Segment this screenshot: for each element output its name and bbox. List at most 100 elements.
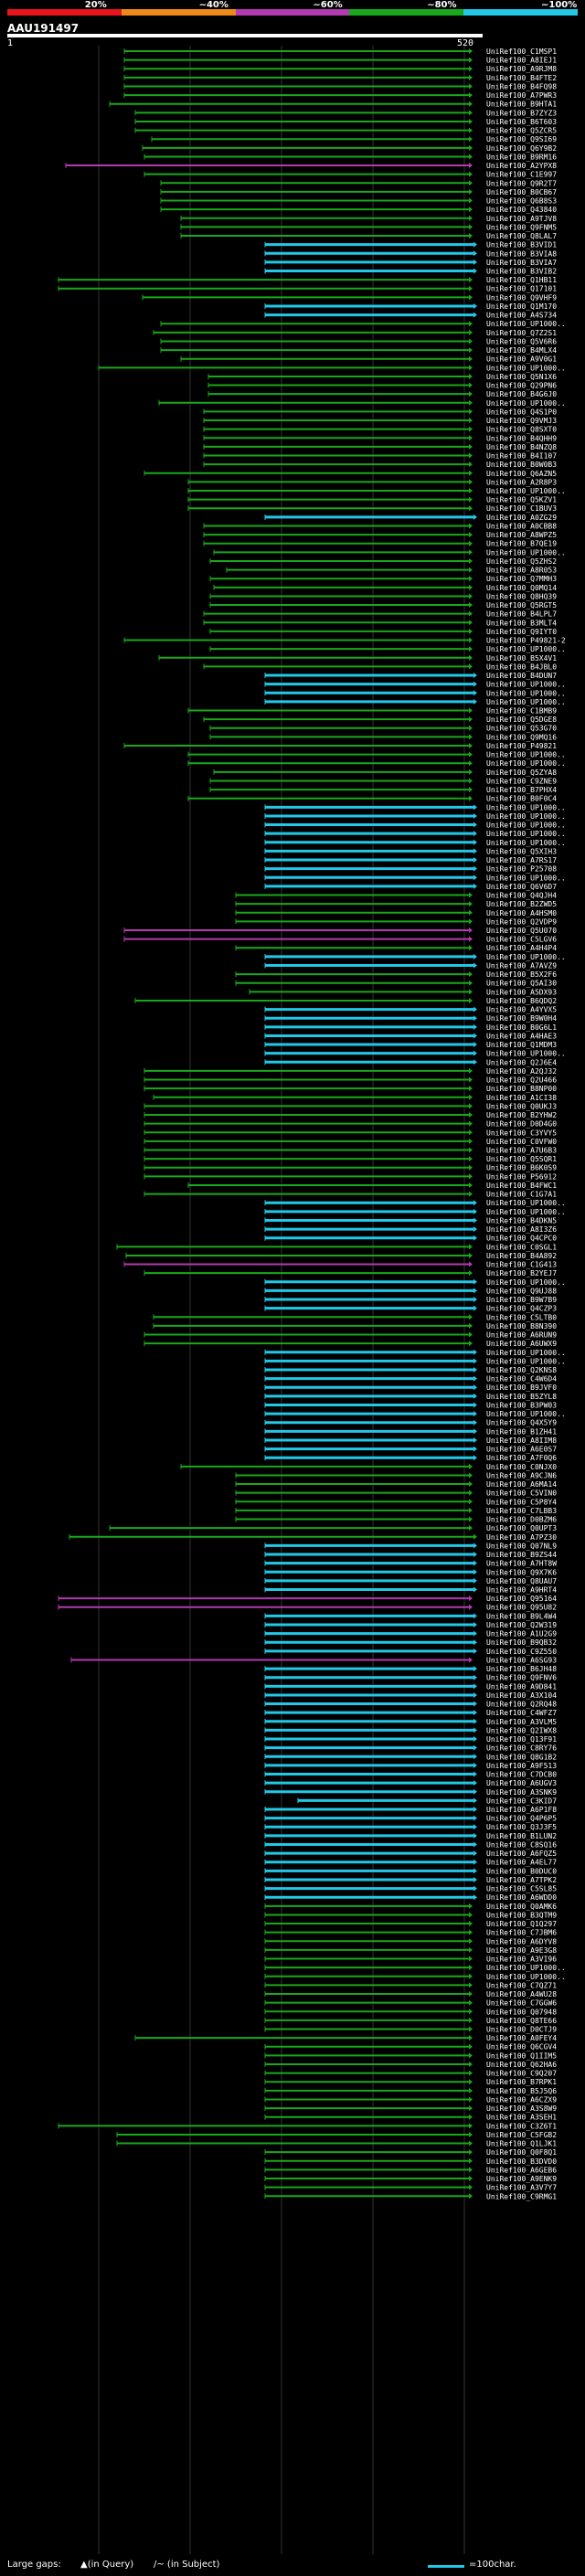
hit-label[interactable]: UniRef100_A4S734	[486, 312, 557, 320]
hit-label[interactable]: UniRef100_A7AVZ9	[486, 961, 557, 970]
hit-label[interactable]: UniRef100_UP1000..	[486, 320, 566, 328]
hit-label[interactable]: UniRef100_Q5U070	[486, 927, 557, 935]
hit-label[interactable]: UniRef100_B5X2F6	[486, 970, 557, 979]
hit-label[interactable]: UniRef100_B4FWC1	[486, 1182, 557, 1190]
hit-label[interactable]: UniRef100_A2QJ32	[486, 1067, 557, 1076]
hit-label[interactable]: UniRef100_B4MLX4	[486, 346, 557, 355]
hit-label[interactable]: UniRef100_Q6B8S3	[486, 197, 557, 206]
hit-label[interactable]: UniRef100_Q0MQ14	[486, 584, 557, 592]
hit-label[interactable]: UniRef100_B7PHX4	[486, 786, 557, 794]
hit-label[interactable]: UniRef100_C4W6D4	[486, 1375, 557, 1383]
hit-label[interactable]: UniRef100_B6JH48	[486, 1665, 557, 1673]
hit-label[interactable]: UniRef100_A6RUN9	[486, 1331, 557, 1340]
hit-label[interactable]: UniRef100_A7RS17	[486, 856, 557, 864]
hit-label[interactable]: UniRef100_Q5ZHS2	[486, 557, 557, 566]
hit-label[interactable]: UniRef100_A6MA14	[486, 1480, 557, 1489]
hit-label[interactable]: UniRef100_B5ZYL8	[486, 1393, 557, 1401]
hit-label[interactable]: UniRef100_UP1000..	[486, 487, 566, 495]
hit-label[interactable]: UniRef100_A7F0Q6	[486, 1454, 557, 1462]
hit-label[interactable]: UniRef100_C8RY76	[486, 1744, 557, 1753]
hit-label[interactable]: UniRef100_C0SGL1	[486, 1243, 557, 1251]
hit-label[interactable]: UniRef100_B0DUC0	[486, 1867, 557, 1875]
hit-label[interactable]: UniRef100_UP1000..	[486, 751, 566, 759]
hit-label[interactable]: UniRef100_Q5N1X6	[486, 373, 557, 381]
hit-label[interactable]: UniRef100_A9RJM8	[486, 65, 557, 73]
hit-label[interactable]: UniRef100_Q2W319	[486, 1621, 557, 1629]
hit-label[interactable]: UniRef100_B5J5Q6	[486, 2087, 557, 2095]
hit-label[interactable]: UniRef100_Q0UPT3	[486, 1524, 557, 1532]
hit-label[interactable]: UniRef100_A3X104	[486, 1691, 557, 1700]
hit-label[interactable]: UniRef100_A6UWX9	[486, 1340, 557, 1348]
hit-label[interactable]: UniRef100_Q6CGV4	[486, 2043, 557, 2051]
hit-label[interactable]: UniRef100_Q0AMK6	[486, 1903, 557, 1911]
hit-label[interactable]: UniRef100_B4A892	[486, 1252, 557, 1260]
hit-label[interactable]: UniRef100_B4QHH9	[486, 434, 557, 442]
hit-label[interactable]: UniRef100_Q4S1P0	[486, 408, 557, 416]
hit-label[interactable]: UniRef100_B4G6J0	[486, 390, 557, 398]
hit-label[interactable]: UniRef100_Q9FNM5	[486, 223, 557, 231]
hit-label[interactable]: UniRef100_Q8SXT0	[486, 426, 557, 434]
hit-label[interactable]: UniRef100_Q1Q297	[486, 1920, 557, 1928]
hit-label[interactable]: UniRef100_Q8UAU7	[486, 1577, 557, 1585]
hit-label[interactable]: UniRef100_A7HT8W	[486, 1560, 557, 1568]
hit-label[interactable]: UniRef100_B3MLT4	[486, 619, 557, 627]
hit-label[interactable]: UniRef100_Q8LAL7	[486, 232, 557, 240]
hit-label[interactable]: UniRef100_Q4P6P5	[486, 1815, 557, 1823]
hit-label[interactable]: UniRef100_A0FEY4	[486, 2034, 557, 2042]
hit-label[interactable]: UniRef100_Q5ZCR5	[486, 127, 557, 135]
hit-label[interactable]: UniRef100_Q5V6R6	[486, 337, 557, 345]
hit-label[interactable]: UniRef100_UP1000..	[486, 812, 566, 821]
hit-label[interactable]: UniRef100_UP1000..	[486, 364, 566, 372]
hit-label[interactable]: UniRef100_C8SQ16	[486, 1840, 557, 1849]
hit-label[interactable]: UniRef100_B4FTE2	[486, 74, 557, 82]
hit-label[interactable]: UniRef100_Q9IYT0	[486, 628, 557, 636]
hit-label[interactable]: UniRef100_Q1M170	[486, 302, 557, 311]
hit-label[interactable]: UniRef100_Q1LJK1	[486, 2140, 557, 2148]
hit-label[interactable]: UniRef100_Q0UKJ3	[486, 1102, 557, 1110]
hit-label[interactable]: UniRef100_UP1000..	[486, 874, 566, 882]
hit-label[interactable]: UniRef100_A6FQZ5	[486, 1850, 557, 1858]
hit-label[interactable]: UniRef100_UP1000..	[486, 645, 566, 653]
hit-label[interactable]: UniRef100_Q8G1B2	[486, 1753, 557, 1761]
hit-label[interactable]: UniRef100_C5FGB2	[486, 2131, 557, 2139]
hit-label[interactable]: UniRef100_C1BUV3	[486, 504, 557, 513]
hit-label[interactable]: UniRef100_UP1000..	[486, 1278, 566, 1287]
hit-label[interactable]: UniRef100_UP1000..	[486, 1973, 566, 1981]
hit-label[interactable]: UniRef100_Q7MMH3	[486, 575, 557, 583]
hit-label[interactable]: UniRef100_B9RM16	[486, 153, 557, 161]
hit-label[interactable]: UniRef100_A6SG93	[486, 1656, 557, 1664]
hit-label[interactable]: UniRef100_A7PWR3	[486, 91, 557, 100]
hit-label[interactable]: UniRef100_C9ZNE9	[486, 777, 557, 785]
hit-label[interactable]: UniRef100_Q2IWX8	[486, 1726, 557, 1734]
hit-label[interactable]: UniRef100_B6T603	[486, 118, 557, 126]
hit-label[interactable]: UniRef100_C0NJX0	[486, 1463, 557, 1471]
hit-label[interactable]: UniRef100_Q4CZP3	[486, 1305, 557, 1313]
hit-label[interactable]: UniRef100_C9Q207	[486, 2070, 557, 2078]
hit-label[interactable]: UniRef100_Q5AI30	[486, 980, 557, 988]
hit-label[interactable]: UniRef100_UP1000..	[486, 681, 566, 689]
hit-label[interactable]: UniRef100_C3Z6T1	[486, 2122, 557, 2130]
hit-label[interactable]: UniRef100_B4NZQ8	[486, 443, 557, 451]
hit-label[interactable]: UniRef100_UP1000..	[486, 689, 566, 697]
hit-label[interactable]: UniRef100_Q62HA6	[486, 2061, 557, 2069]
hit-label[interactable]: UniRef100_Q2KNS8	[486, 1366, 557, 1374]
hit-label[interactable]: UniRef100_Q5KZV1	[486, 496, 557, 504]
hit-label[interactable]: UniRef100_UP1000..	[486, 399, 566, 408]
hit-label[interactable]: UniRef100_B7QE19	[486, 540, 557, 548]
hit-label[interactable]: UniRef100_A9ENK9	[486, 2175, 557, 2183]
hit-label[interactable]: UniRef100_C9RMG1	[486, 2192, 557, 2200]
hit-label[interactable]: UniRef100_UP1000..	[486, 1357, 566, 1365]
hit-label[interactable]: UniRef100_P49821	[486, 742, 557, 750]
hit-label[interactable]: UniRef100_Q9VHF9	[486, 293, 557, 302]
hit-label[interactable]: UniRef100_Q95164	[486, 1595, 557, 1603]
hit-label[interactable]: UniRef100_Q43840	[486, 206, 557, 214]
hit-label[interactable]: UniRef100_UP1000..	[486, 759, 566, 768]
hit-label[interactable]: UniRef100_C1E997	[486, 171, 557, 179]
hit-label[interactable]: UniRef100_A6WDD0	[486, 1893, 557, 1902]
hit-label[interactable]: UniRef100_B4FQ98	[486, 82, 557, 90]
hit-label[interactable]: UniRef100_A0ZG29	[486, 514, 557, 522]
hit-label[interactable]: UniRef100_Q2U466	[486, 1076, 557, 1085]
hit-label[interactable]: UniRef100_Q1HB11	[486, 276, 557, 284]
hit-label[interactable]: UniRef100_B3VIA8	[486, 249, 557, 258]
hit-label[interactable]: UniRef100_A6P1F8	[486, 1806, 557, 1814]
